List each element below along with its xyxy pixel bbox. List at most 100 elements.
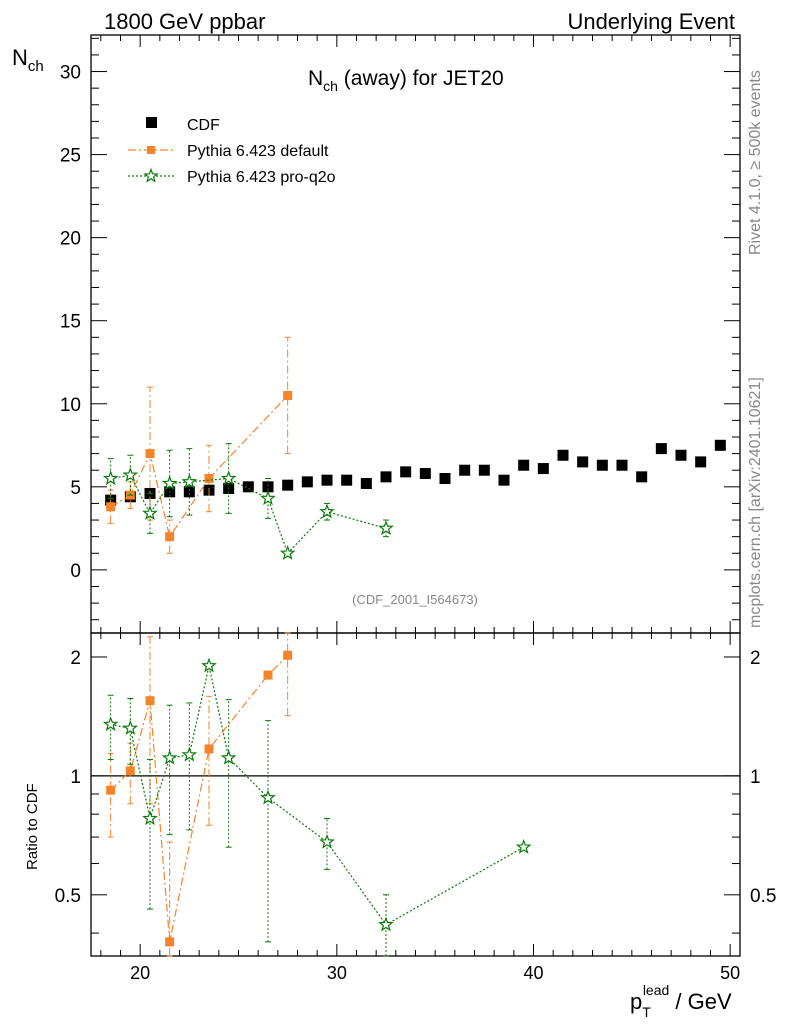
legend-marker-cdf bbox=[146, 117, 157, 128]
ratio-pythia-q2o-point bbox=[161, 749, 178, 765]
main-panel: 0 5 10 15 20 25 30 bbox=[60, 34, 741, 634]
y-tick-label: 30 bbox=[60, 63, 81, 84]
x-tick-label: 40 bbox=[523, 963, 543, 983]
cdf-point bbox=[596, 459, 608, 471]
y-axis-label-main: Nch bbox=[12, 45, 44, 75]
cdf-point bbox=[478, 464, 490, 476]
ratio-y-label: Ratio to CDF bbox=[24, 783, 41, 870]
pythia-q2o-point bbox=[122, 466, 139, 482]
ratio-pythia-default-point bbox=[145, 696, 155, 706]
pythia-q2o-point bbox=[378, 520, 394, 535]
cdf-point bbox=[537, 463, 549, 475]
ratio-pythia-q2o-point bbox=[201, 657, 217, 673]
pythia-q2o-line bbox=[110, 474, 387, 555]
rivet-label: Rivet 4.1.0, ≥ 500k events bbox=[747, 70, 764, 255]
cdf-point bbox=[400, 466, 412, 478]
cdf-point bbox=[321, 474, 333, 486]
y-tick-label: 20 bbox=[60, 229, 81, 250]
ratio-y-tick-label: 1 bbox=[70, 767, 81, 788]
ratio-pythia-q2o-point bbox=[220, 749, 237, 765]
cdf-point bbox=[301, 476, 313, 488]
cdf-point bbox=[262, 481, 274, 493]
cdf-point bbox=[636, 471, 648, 483]
ratio-y-tick-label: 0.5 bbox=[55, 886, 81, 907]
cdf-point bbox=[655, 443, 667, 455]
cdf-point bbox=[242, 481, 254, 493]
y-tick-label: 15 bbox=[60, 312, 81, 333]
ratio-pythia-q2o-point bbox=[181, 746, 198, 762]
cdf-point bbox=[459, 464, 471, 476]
pythia-q2o-point bbox=[181, 473, 198, 489]
ratio-y-tick-label-right: 2 bbox=[750, 648, 761, 669]
x-axis-label-sub: T bbox=[642, 1004, 651, 1020]
watermark: (CDF_2001_I564673) bbox=[352, 592, 478, 607]
mcplots-label: mcplots.cern.ch [arXiv:2401.10621] bbox=[747, 377, 764, 628]
cdf-point bbox=[518, 459, 530, 471]
legend-marker-default bbox=[147, 146, 155, 154]
ratio-y-tick-label-right: 1 bbox=[750, 767, 761, 788]
header-left: 1800 GeV ppbar bbox=[104, 9, 265, 34]
cdf-point bbox=[714, 439, 726, 451]
pythia-q2o-point bbox=[260, 490, 276, 506]
y-tick-label: 25 bbox=[60, 146, 81, 167]
legend-label-default: Pythia 6.423 default bbox=[187, 143, 329, 160]
header-right: Underlying Event bbox=[567, 9, 735, 34]
pythia-q2o-point bbox=[319, 503, 335, 519]
ratio-pythia-default-point bbox=[204, 744, 214, 754]
cdf-point bbox=[695, 456, 707, 468]
x-tick-label: 30 bbox=[327, 963, 347, 983]
ratio-pythia-q2o-point bbox=[319, 833, 335, 849]
cdf-point bbox=[380, 471, 392, 483]
ratio-pythia-q2o-point bbox=[102, 716, 119, 732]
cdf-point bbox=[183, 486, 195, 498]
ratio-pythia-q2o-point bbox=[260, 789, 276, 805]
pythia-q2o-point bbox=[142, 505, 158, 521]
y-tick-label: 0 bbox=[70, 561, 81, 582]
legend-marker-q2o bbox=[143, 167, 159, 183]
legend-label-cdf: CDF bbox=[187, 117, 220, 134]
ratio-pythia-default-point bbox=[125, 766, 135, 776]
cdf-point bbox=[419, 468, 431, 480]
cdf-point bbox=[439, 473, 451, 485]
ratio-pythia-q2o-point bbox=[142, 810, 158, 826]
chart-title-rest: (away) for JET20 bbox=[338, 67, 504, 90]
y-axis-label-sub: ch bbox=[28, 58, 44, 75]
pythia-q2o-point bbox=[220, 470, 237, 486]
y-axis-label-n: N bbox=[12, 45, 28, 70]
ratio-pythia-default-point bbox=[283, 650, 293, 660]
legend: CDF Pythia 6.423 default Pythia 6.423 pr… bbox=[128, 117, 336, 186]
x-axis-label-p: p bbox=[630, 989, 642, 1014]
ratio-panel: 20 30 40 50 0.5 0.5 1 1 2 2 bbox=[55, 632, 776, 983]
cdf-point bbox=[360, 478, 372, 489]
y-tick-label: 10 bbox=[60, 395, 81, 416]
x-axis-label-rest: / GeV bbox=[669, 989, 732, 1014]
pythia-q2o-point bbox=[161, 475, 178, 491]
pythia-q2o-point bbox=[279, 545, 296, 560]
pythia-default-point bbox=[165, 532, 175, 542]
ratio-pythia-q2o-point bbox=[515, 838, 532, 854]
ratio-frame bbox=[90, 632, 741, 957]
cdf-point bbox=[577, 456, 589, 468]
ratio-pythia-default-line bbox=[110, 654, 289, 943]
chart-title-n: N bbox=[308, 67, 323, 90]
pythia-q2o-point bbox=[102, 470, 119, 486]
chart-title-sub: ch bbox=[323, 78, 338, 94]
ratio-pythia-default-point bbox=[263, 670, 273, 680]
ratio-pythia-default-point bbox=[165, 937, 175, 947]
pythia-default-point bbox=[283, 390, 293, 400]
cdf-point bbox=[557, 449, 569, 461]
cdf-point bbox=[616, 459, 628, 471]
ratio-pythia-q2o-point bbox=[122, 720, 139, 735]
chart-title: Nch (away) for JET20 bbox=[308, 67, 504, 94]
cdf-point bbox=[282, 479, 294, 491]
x-axis-label-sup: lead bbox=[643, 982, 669, 998]
y-tick-label: 5 bbox=[70, 478, 81, 499]
ratio-pythia-q2o-point bbox=[378, 916, 394, 932]
pythia-default-point bbox=[204, 474, 214, 484]
pythia-default-point bbox=[106, 502, 116, 512]
cdf-point bbox=[675, 449, 687, 461]
x-tick-label: 20 bbox=[130, 963, 150, 983]
ratio-y-tick-label: 2 bbox=[70, 648, 81, 669]
ratio-y-tick-label-right: 0.5 bbox=[750, 886, 776, 907]
